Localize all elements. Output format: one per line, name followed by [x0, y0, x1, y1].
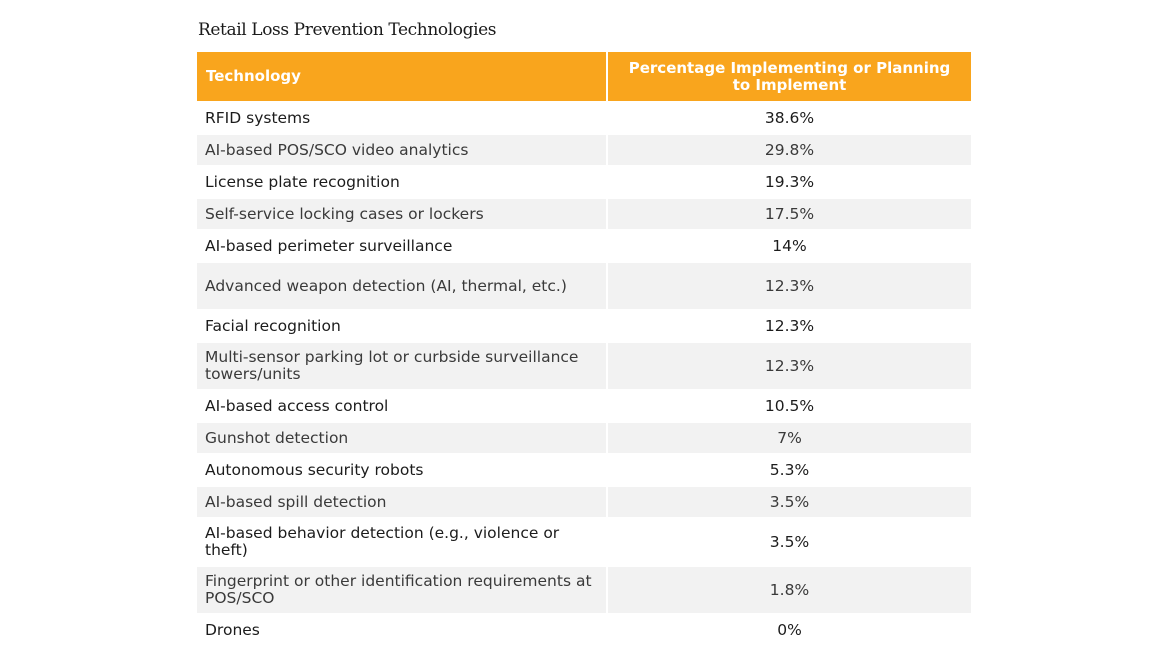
percentage-cell: 10.5%	[764, 396, 815, 415]
technology-cell: Gunshot detection	[197, 422, 608, 454]
table-row: License plate recognition 19.3%	[197, 166, 971, 198]
percentage-cell: 5.3%	[769, 460, 810, 479]
technology-cell: AI-based access control	[197, 390, 608, 422]
table-title: Retail Loss Prevention Technologies	[198, 20, 497, 40]
technology-cell: AI-based behavior detection (e.g., viole…	[197, 518, 608, 566]
percentage-cell: 12.3%	[607, 262, 971, 310]
percentage-cell: 3.5%	[607, 486, 971, 518]
percentage-cell: 7%	[607, 422, 971, 454]
column-header-percentage: Percentage Implementing or Planning to I…	[607, 52, 971, 102]
technology-cell: License plate recognition	[197, 166, 608, 198]
table-row: AI-based behavior detection (e.g., viole…	[197, 518, 971, 566]
table-row: Self-service locking cases or lockers 17…	[197, 198, 971, 230]
percentage-cell: 19.3%	[764, 172, 815, 191]
table-row: Advanced weapon detection (AI, thermal, …	[197, 262, 971, 310]
technologies-table: Technology Percentage Implementing or Pl…	[197, 52, 971, 646]
technology-cell: Drones	[197, 614, 608, 646]
technology-cell: Self-service locking cases or lockers	[197, 198, 608, 230]
table-row: Facial recognition 12.3%	[197, 310, 971, 342]
percentage-cell: 14%	[772, 236, 807, 255]
percentage-cell: 17.5%	[607, 198, 971, 230]
percentage-cell: 0%	[777, 621, 802, 639]
technology-cell: AI-based perimeter surveillance	[197, 230, 608, 262]
table-row: Fingerprint or other identification requ…	[197, 566, 971, 614]
technology-cell: Autonomous security robots	[197, 454, 608, 486]
percentage-cell: 3.5%	[769, 532, 810, 551]
technology-cell: AI-based spill detection	[197, 486, 608, 518]
technology-cell: Advanced weapon detection (AI, thermal, …	[197, 262, 608, 310]
percentage-cell: 12.3%	[607, 342, 971, 390]
table-row: AI-based POS/SCO video analytics 29.8%	[197, 134, 971, 166]
table-header-row: Technology Percentage Implementing or Pl…	[197, 52, 971, 102]
table-row: Multi-sensor parking lot or curbside sur…	[197, 342, 971, 390]
table-row: Gunshot detection 7%	[197, 422, 971, 454]
technology-cell: Facial recognition	[197, 310, 608, 342]
technology-cell: RFID systems	[197, 102, 608, 134]
percentage-cell: 29.8%	[607, 134, 971, 166]
percentage-cell: 38.6%	[764, 108, 815, 127]
table-row: Autonomous security robots 5.3%	[197, 454, 971, 486]
technology-cell: Multi-sensor parking lot or curbside sur…	[197, 342, 608, 390]
percentage-cell: 12.3%	[764, 316, 815, 335]
column-header-technology: Technology	[197, 52, 608, 102]
percentage-cell: 1.8%	[607, 566, 971, 614]
table-row: AI-based access control 10.5%	[197, 390, 971, 422]
table-row: Drones 0%	[197, 614, 971, 646]
table-row: AI-based perimeter surveillance 14%	[197, 230, 971, 262]
technology-cell: Fingerprint or other identification requ…	[197, 566, 608, 614]
table-row: AI-based spill detection 3.5%	[197, 486, 971, 518]
table-row: RFID systems 38.6%	[197, 102, 971, 134]
technology-cell: AI-based POS/SCO video analytics	[197, 134, 608, 166]
